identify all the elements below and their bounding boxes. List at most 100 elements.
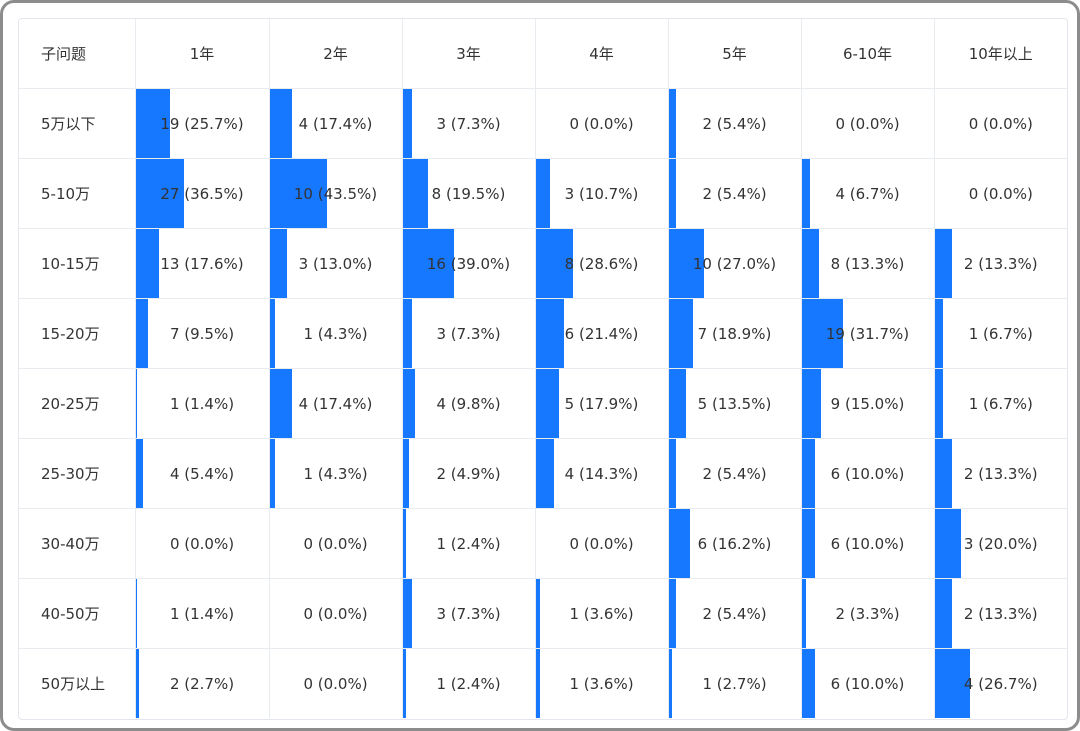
table-cell: 8 (13.3%) xyxy=(801,228,935,299)
row-label: 15-20万 xyxy=(19,298,136,369)
cell-value: 2 (2.7%) xyxy=(169,674,235,693)
cell-bar xyxy=(934,229,953,298)
cell-value: 1 (1.4%) xyxy=(169,394,235,413)
cell-value: 9 (15.0%) xyxy=(830,394,905,413)
cell-value: 2 (5.4%) xyxy=(702,184,767,203)
cell-bar xyxy=(801,299,844,368)
table-cell: 6 (21.4%) xyxy=(535,298,669,369)
table-row: 5-10万 27 (36.5%) 10 (43.5%) 8 (19.5%) 3 (10.… xyxy=(19,158,1067,229)
cell-value: 5 (13.5%) xyxy=(697,394,772,413)
table-cell: 0 (0.0%) xyxy=(934,158,1067,229)
cell-value: 7 (9.5%) xyxy=(169,324,235,343)
cell-bar xyxy=(402,579,413,648)
cell-value: 3 (10.7%) xyxy=(564,184,639,203)
table-row: 10-15万 13 (17.6%) 3 (13.0%) 16 (39.0%) 8 (28… xyxy=(19,228,1067,299)
table-cell: 0 (0.0%) xyxy=(801,88,935,159)
cell-value: 16 (39.0%) xyxy=(426,254,511,273)
table-cell: 4 (17.4%) xyxy=(269,88,403,159)
cell-value: 0 (0.0%) xyxy=(303,534,368,553)
cell-value: 1 (2.4%) xyxy=(436,534,501,553)
cell-value: 1 (2.4%) xyxy=(436,674,501,693)
cell-value: 7 (18.9%) xyxy=(697,324,772,343)
cell-bar xyxy=(535,229,574,298)
cell-value: 5 (17.9%) xyxy=(564,394,639,413)
table-cell: 1 (1.4%) xyxy=(135,578,270,649)
cell-bar xyxy=(668,579,676,648)
cell-bar xyxy=(135,649,140,718)
cell-value: 13 (17.6%) xyxy=(160,254,244,273)
table-cell: 9 (15.0%) xyxy=(801,368,935,439)
cell-value: 6 (10.0%) xyxy=(830,674,905,693)
table-row: 5万以下 19 (25.7%) 4 (17.4%) 3 (7.3%) 0 (0.0%) 2… xyxy=(19,88,1067,159)
cell-bar xyxy=(402,229,454,298)
cell-value: 0 (0.0%) xyxy=(835,114,900,133)
table-cell: 0 (0.0%) xyxy=(535,88,669,159)
cell-value: 8 (28.6%) xyxy=(564,254,639,273)
cell-bar xyxy=(668,299,694,368)
cell-value: 1 (3.6%) xyxy=(569,674,634,693)
cell-bar xyxy=(801,439,815,508)
cell-bar xyxy=(402,159,429,228)
cell-value: 10 (27.0%) xyxy=(692,254,777,273)
cell-bar xyxy=(402,509,406,578)
row-label: 5-10万 xyxy=(19,158,136,229)
cell-value: 3 (13.0%) xyxy=(298,254,373,273)
cell-bar xyxy=(269,159,327,228)
cell-bar xyxy=(668,89,676,158)
cell-value: 6 (10.0%) xyxy=(830,534,905,553)
cell-bar xyxy=(668,369,687,438)
table-cell: 7 (18.9%) xyxy=(668,298,802,369)
row-label: 40-50万 xyxy=(19,578,136,649)
cell-value: 2 (5.4%) xyxy=(702,114,767,133)
column-header-2y: 2年 xyxy=(269,19,403,89)
table-cell: 5 (13.5%) xyxy=(668,368,802,439)
cell-bar xyxy=(934,579,953,648)
table-cell: 27 (36.5%) xyxy=(135,158,270,229)
cell-value: 0 (0.0%) xyxy=(569,534,634,553)
cell-value: 1 (2.7%) xyxy=(702,674,767,693)
crosstab-table-container: 子问题 1年 2年 3年 4年 5年 6-10年 10年以上 5万以下 19 (2… xyxy=(18,18,1068,720)
table-cell: 1 (6.7%) xyxy=(934,298,1067,369)
table-row: 20-25万 1 (1.4%) 4 (17.4%) 4 (9.8%) 5 (17.9%)… xyxy=(19,368,1067,439)
table-cell: 4 (17.4%) xyxy=(269,368,403,439)
table-cell: 6 (10.0%) xyxy=(801,648,935,718)
cell-value: 1 (6.7%) xyxy=(968,394,1033,413)
table-cell: 0 (0.0%) xyxy=(535,508,669,579)
cell-bar xyxy=(801,509,815,578)
cell-value: 2 (3.3%) xyxy=(835,604,900,623)
table-row: 50万以上 2 (2.7%) 0 (0.0%) 1 (2.4%) 1 (3.6%) 1 (… xyxy=(19,648,1067,718)
cell-value: 6 (21.4%) xyxy=(564,324,639,343)
table-cell: 0 (0.0%) xyxy=(269,578,403,649)
table-cell: 3 (20.0%) xyxy=(934,508,1067,579)
table-cell: 5 (17.9%) xyxy=(535,368,669,439)
table-cell: 2 (13.3%) xyxy=(934,228,1067,299)
table-cell: 1 (2.4%) xyxy=(402,508,536,579)
cell-bar xyxy=(801,579,806,648)
cell-value: 3 (7.3%) xyxy=(436,114,501,133)
table-cell: 3 (10.7%) xyxy=(535,158,669,229)
cell-value: 4 (6.7%) xyxy=(835,184,900,203)
cell-bar xyxy=(934,299,944,368)
table-row: 30-40万 0 (0.0%) 0 (0.0%) 1 (2.4%) 0 (0.0%) 6 … xyxy=(19,508,1067,579)
cell-bar xyxy=(668,509,690,578)
cell-bar xyxy=(135,89,170,158)
cell-value: 1 (3.6%) xyxy=(569,604,634,623)
table-cell: 7 (9.5%) xyxy=(135,298,270,369)
crosstab-table: 子问题 1年 2年 3年 4年 5年 6-10年 10年以上 5万以下 19 (2… xyxy=(19,19,1067,718)
cell-value: 1 (1.4%) xyxy=(169,604,235,623)
cell-bar xyxy=(402,299,413,368)
table-cell: 4 (6.7%) xyxy=(801,158,935,229)
cell-value: 0 (0.0%) xyxy=(569,114,634,133)
cell-bar xyxy=(535,439,555,508)
cell-value: 3 (7.3%) xyxy=(436,604,501,623)
column-header-5y: 5年 xyxy=(668,19,802,89)
cell-value: 4 (26.7%) xyxy=(963,674,1038,693)
cell-bar xyxy=(135,579,138,648)
table-cell: 0 (0.0%) xyxy=(269,508,403,579)
table-row: 25-30万 4 (5.4%) 1 (4.3%) 2 (4.9%) 4 (14.3%) 2… xyxy=(19,438,1067,509)
cell-bar xyxy=(801,229,820,298)
cell-value: 0 (0.0%) xyxy=(968,184,1033,203)
cell-bar xyxy=(535,579,541,648)
header-row: 子问题 1年 2年 3年 4年 5年 6-10年 10年以上 xyxy=(19,19,1067,89)
